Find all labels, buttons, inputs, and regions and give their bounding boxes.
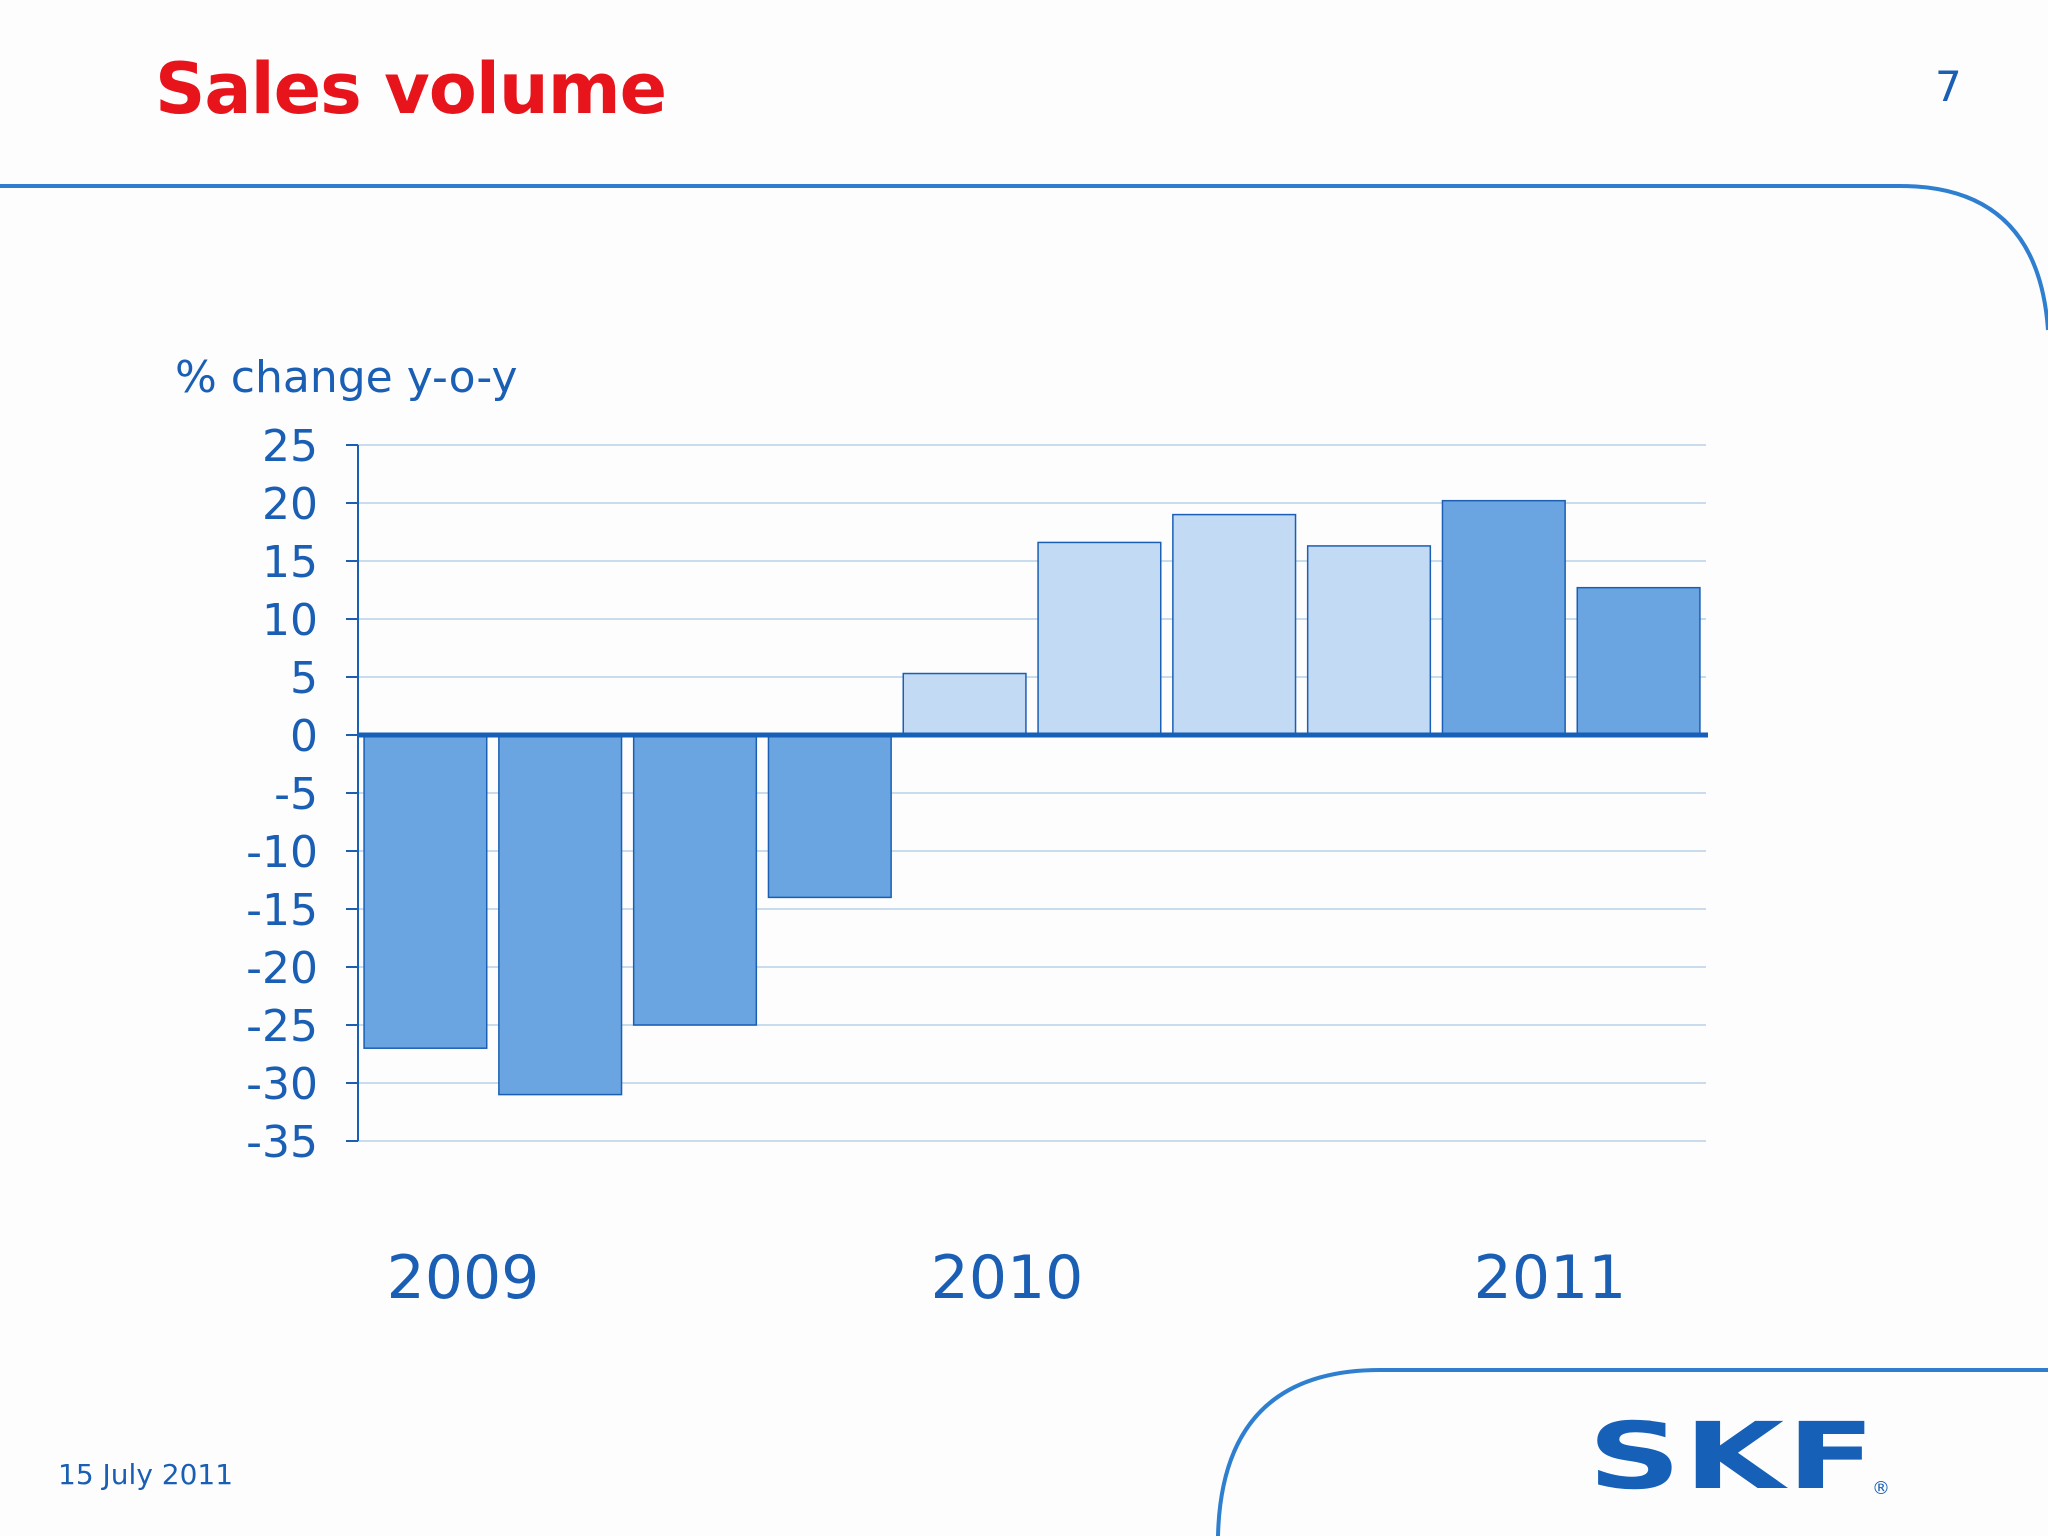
y-tick-label: 5: [290, 653, 318, 704]
y-tick-label: 25: [262, 421, 318, 472]
skf-logo-text: SKF: [1588, 1416, 1878, 1500]
page-number: 7: [1935, 62, 1962, 111]
y-tick-label: -35: [246, 1117, 318, 1168]
y-tick-label: -10: [246, 827, 318, 878]
bar: [363, 734, 488, 1049]
footer-corner-curve: [1216, 1368, 2048, 1536]
y-tick-label: -5: [274, 769, 318, 820]
skf-logo: SKF ®: [1588, 1416, 1890, 1500]
year-labels: 2009 2010 2011: [387, 1243, 1627, 1313]
y-tick-label: 10: [262, 595, 318, 646]
bar: [902, 672, 1027, 736]
bar: [498, 734, 623, 1096]
bar: [632, 734, 758, 1026]
y-tick-label: -30: [246, 1059, 318, 1110]
bar: [1441, 499, 1566, 736]
y-tick-label: -25: [246, 1001, 318, 1052]
bar: [1037, 541, 1162, 736]
bars: [363, 499, 1701, 1096]
y-tick-label: 15: [262, 537, 318, 588]
slide-title: Sales volume: [155, 48, 667, 130]
y-axis-unit-label: % change y-o-y: [175, 352, 518, 403]
header-divider-curve: [0, 184, 2048, 331]
bar: [1576, 586, 1701, 736]
y-axis-ticks: 25 20 15 10 5 0 -5 -10 -15 -20 -25 -30 -35: [246, 421, 318, 1168]
year-label: 2011: [1474, 1243, 1627, 1313]
bar: [1306, 545, 1432, 736]
year-label: 2010: [931, 1243, 1084, 1313]
footer-date: 15 July 2011: [58, 1458, 234, 1491]
bar: [1172, 513, 1297, 736]
y-tick-label: -20: [246, 943, 318, 994]
year-label: 2009: [387, 1243, 540, 1313]
y-tick-label: 0: [290, 711, 318, 762]
registered-mark: ®: [1872, 1478, 1890, 1499]
bar: [767, 734, 892, 899]
y-tick-label: 20: [262, 479, 318, 530]
axes: [346, 444, 1708, 1142]
y-tick-label: -15: [246, 885, 318, 936]
